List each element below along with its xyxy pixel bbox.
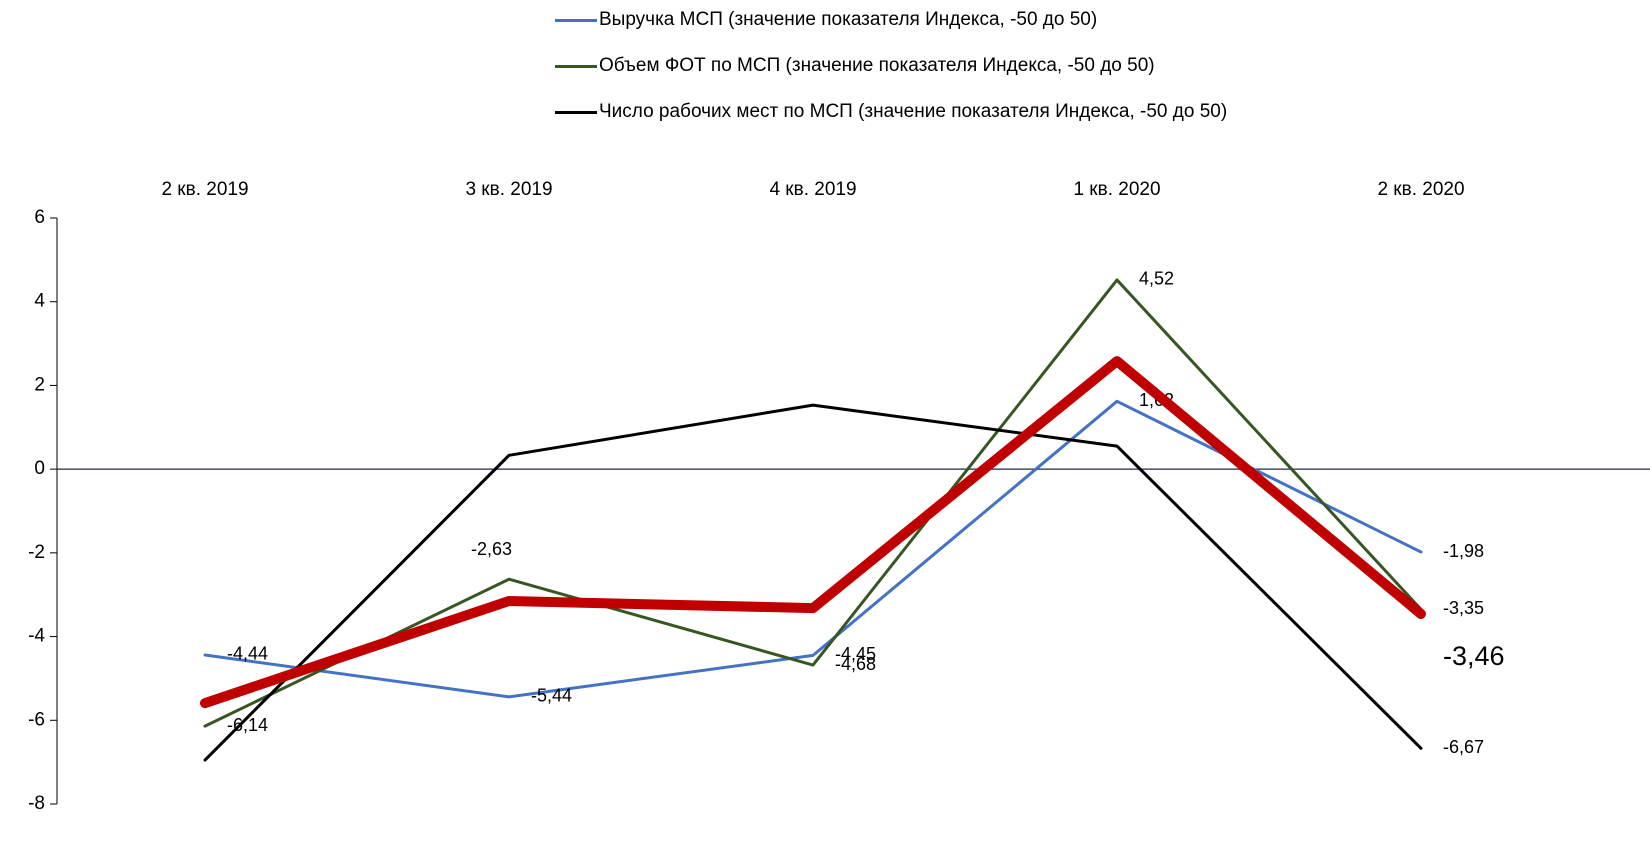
series-line <box>200 356 1426 709</box>
data-label: -4,45 <box>835 644 876 664</box>
data-label: -4,44 <box>227 644 268 664</box>
x-tick-label: 2 кв. 2020 <box>1377 179 1464 200</box>
y-tick-label: -8 <box>28 793 45 814</box>
data-label: -6,67 <box>1443 737 1484 757</box>
x-tick-label: 1 кв. 2020 <box>1073 179 1160 200</box>
y-tick-label: 6 <box>34 207 45 228</box>
legend-swatch <box>555 19 597 22</box>
y-tick-label: 4 <box>34 291 45 312</box>
series-line <box>203 278 1423 728</box>
data-label: -6,14 <box>227 715 268 735</box>
data-label: -2,63 <box>471 539 512 559</box>
series-line <box>203 403 1423 762</box>
y-tick-label: -2 <box>28 542 45 563</box>
x-tick-label: 4 кв. 2019 <box>769 179 856 200</box>
legend: Выручка МСП (значение показателя Индекса… <box>555 8 1335 146</box>
data-label: -3,46 <box>1443 641 1505 671</box>
x-tick-label: 3 кв. 2019 <box>465 179 552 200</box>
y-tick-label: -6 <box>28 709 45 730</box>
data-label: -1,98 <box>1443 541 1484 561</box>
legend-item: Число рабочих мест по МСП (значение пока… <box>555 100 1335 124</box>
data-label: -4,68 <box>835 654 876 674</box>
legend-item: Объем ФОТ по МСП (значение показателя Ин… <box>555 54 1335 78</box>
legend-item: Выручка МСП (значение показателя Индекса… <box>555 8 1335 32</box>
legend-label: Выручка МСП (значение показателя Индекса… <box>599 9 1098 30</box>
y-tick-label: -4 <box>28 626 45 647</box>
y-tick-label: 0 <box>34 458 45 479</box>
legend-label: Число рабочих мест по МСП (значение пока… <box>599 101 1228 122</box>
series-line <box>203 399 1423 699</box>
x-tick-label: 2 кв. 2019 <box>161 179 248 200</box>
legend-swatch <box>555 111 597 114</box>
y-tick-label: 2 <box>34 374 45 395</box>
data-label: -3,35 <box>1443 598 1484 618</box>
data-label: 4,52 <box>1139 269 1174 289</box>
data-label: -5,44 <box>531 686 572 706</box>
legend-label: Объем ФОТ по МСП (значение показателя Ин… <box>599 55 1155 76</box>
legend-swatch <box>555 65 597 68</box>
